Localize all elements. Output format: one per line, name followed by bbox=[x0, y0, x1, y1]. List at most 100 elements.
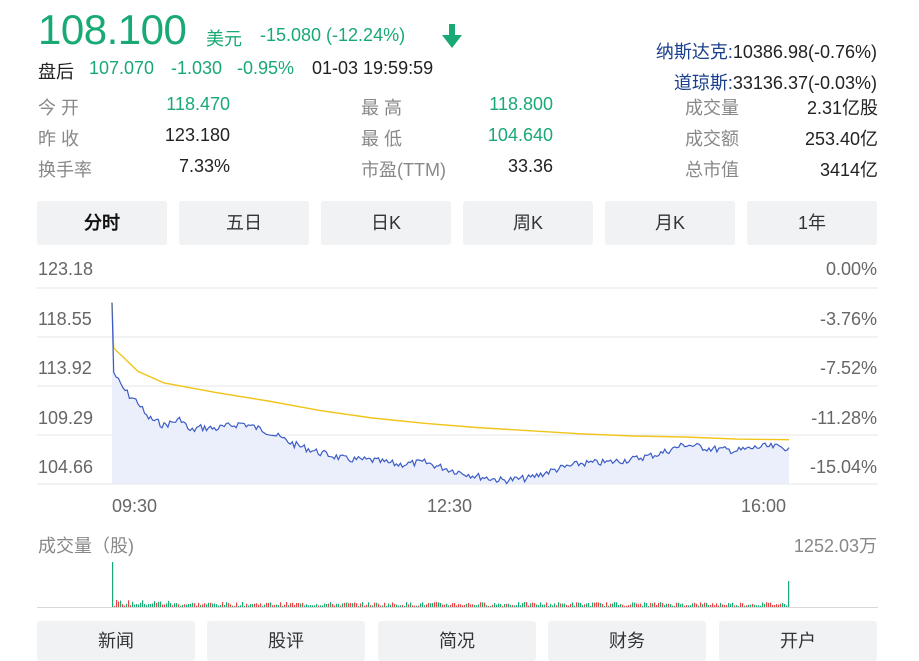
x-tick: 12:30 bbox=[427, 496, 473, 516]
volume-bar bbox=[394, 603, 396, 607]
volume-bar bbox=[728, 602, 730, 607]
volume-bar bbox=[664, 605, 666, 607]
volume-bar bbox=[608, 605, 610, 607]
stat-label-amount: 成交额 bbox=[685, 129, 739, 149]
volume-bar bbox=[384, 602, 386, 607]
volume-bar bbox=[458, 603, 460, 607]
volume-bar bbox=[604, 605, 606, 607]
volume-bar bbox=[786, 605, 788, 607]
volume-bar bbox=[714, 605, 716, 607]
volume-bar bbox=[530, 603, 532, 607]
volume-bar bbox=[342, 603, 344, 607]
volume-bar bbox=[748, 604, 750, 607]
volume-bar bbox=[524, 602, 526, 607]
volume-bar bbox=[168, 600, 170, 607]
volume-bar bbox=[232, 605, 234, 607]
stat-value-open: 118.470 bbox=[166, 94, 230, 114]
tab-open-account[interactable]: 开户 bbox=[719, 621, 877, 661]
volume-bar bbox=[344, 602, 346, 607]
after-hours-change: -1.030 bbox=[171, 58, 223, 78]
volume-bar bbox=[128, 600, 130, 607]
volume-bar bbox=[652, 603, 654, 607]
volume-bar bbox=[334, 605, 336, 607]
volume-bar bbox=[578, 602, 580, 607]
volume-bar bbox=[538, 605, 540, 607]
volume-bar bbox=[322, 605, 324, 607]
tab-one-year[interactable]: 1年 bbox=[747, 201, 877, 245]
volume-bar bbox=[588, 602, 590, 607]
volume-bar bbox=[482, 602, 484, 607]
tab-monthly-k[interactable]: 月K bbox=[605, 201, 735, 245]
volume-bar bbox=[314, 605, 316, 607]
volume-bar bbox=[354, 602, 356, 607]
volume-bar bbox=[130, 605, 132, 607]
tab-financials[interactable]: 财务 bbox=[548, 621, 706, 661]
volume-bar bbox=[212, 603, 214, 607]
volume-bar bbox=[270, 602, 272, 607]
volume-bar bbox=[152, 603, 154, 607]
volume-bar bbox=[472, 604, 474, 607]
volume-bar bbox=[464, 604, 466, 607]
volume-bar bbox=[280, 602, 282, 607]
volume-bar bbox=[674, 605, 676, 607]
volume-bar bbox=[500, 604, 502, 607]
volume-bar bbox=[732, 602, 734, 607]
volume-bar bbox=[194, 603, 196, 607]
volume-bar bbox=[564, 603, 566, 607]
stat-label-prev-close: 昨 收 bbox=[38, 129, 80, 149]
volume-bar bbox=[406, 602, 408, 607]
volume-bar bbox=[202, 604, 204, 607]
volume-bar bbox=[720, 602, 722, 607]
volume-bar bbox=[672, 605, 674, 607]
tab-intraday[interactable]: 分时 bbox=[37, 201, 167, 245]
volume-bar bbox=[554, 603, 556, 607]
volume-bar bbox=[228, 603, 230, 607]
volume-bar bbox=[288, 605, 290, 607]
volume-bar bbox=[466, 603, 468, 607]
volume-bar bbox=[542, 604, 544, 607]
volume-bar bbox=[456, 605, 458, 607]
volume-bar bbox=[230, 604, 232, 607]
volume-bar bbox=[606, 602, 608, 607]
volume-bar bbox=[702, 604, 704, 607]
volume-bar bbox=[278, 605, 280, 607]
volume-bar bbox=[338, 604, 340, 607]
volume-bar bbox=[506, 603, 508, 607]
volume-bar bbox=[400, 605, 402, 607]
volume-bar bbox=[694, 602, 696, 607]
volume-bar bbox=[626, 605, 628, 607]
volume-bar bbox=[760, 605, 762, 607]
volume-bar bbox=[244, 605, 246, 607]
price-area bbox=[112, 302, 789, 484]
nasdaq-value: 10386.98(-0.76%) bbox=[732, 42, 877, 62]
tab-daily-k[interactable]: 日K bbox=[321, 201, 451, 245]
volume-bar bbox=[784, 603, 786, 607]
dow-index[interactable]: 道琼斯:33136.37(-0.03%) bbox=[674, 69, 877, 95]
volume-bar bbox=[684, 605, 686, 607]
volume-bar bbox=[602, 603, 604, 607]
volume-bar bbox=[568, 605, 570, 607]
volume-bar bbox=[710, 604, 712, 607]
tab-profile[interactable]: 简况 bbox=[378, 621, 536, 661]
volume-bar bbox=[388, 603, 390, 607]
volume-bar bbox=[186, 604, 188, 607]
volume-bar bbox=[176, 603, 178, 607]
volume-bar bbox=[778, 604, 780, 607]
volume-bar bbox=[154, 601, 156, 607]
volume-bar bbox=[704, 602, 706, 607]
tab-five-day[interactable]: 五日 bbox=[179, 201, 309, 245]
nasdaq-index[interactable]: 纳斯达克:10386.98(-0.76%) bbox=[656, 38, 877, 64]
volume-bar bbox=[188, 604, 190, 607]
tab-news[interactable]: 新闻 bbox=[37, 621, 195, 661]
volume-bar bbox=[490, 605, 492, 607]
volume-bar bbox=[236, 602, 238, 607]
volume-bar bbox=[558, 602, 560, 607]
volume-bar bbox=[520, 605, 522, 607]
volume-bar bbox=[326, 603, 328, 607]
volume-bar bbox=[408, 604, 410, 607]
volume-bar bbox=[448, 605, 450, 607]
volume-bar bbox=[526, 602, 528, 607]
tab-comments[interactable]: 股评 bbox=[207, 621, 365, 661]
tab-weekly-k[interactable]: 周K bbox=[463, 201, 593, 245]
